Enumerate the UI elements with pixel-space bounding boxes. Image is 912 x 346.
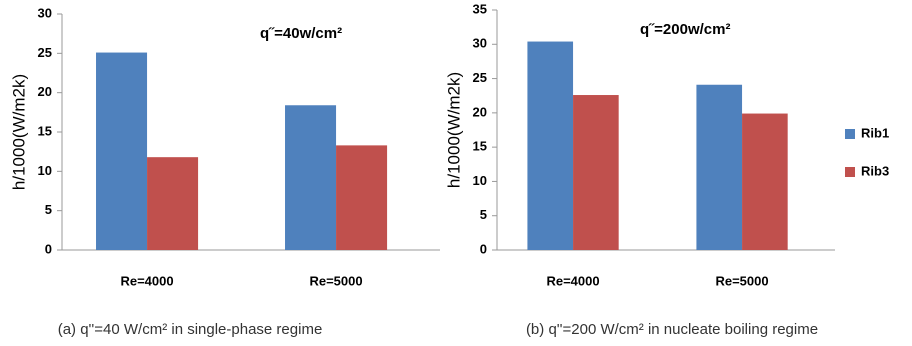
caption: (b) q''=200 W/cm² in nucleate boiling re… — [526, 321, 818, 338]
x-tick-label: Re=4000 — [546, 273, 599, 288]
y-axis-label: h/1000(W/m2k) — [444, 72, 463, 188]
y-tick-label: 0 — [45, 241, 52, 256]
bar — [336, 145, 388, 250]
x-tick-label: Re=5000 — [715, 273, 768, 288]
y-tick-label: 30 — [473, 36, 487, 51]
annotation: q˝=40w/cm² — [260, 25, 342, 42]
y-tick-label: 15 — [38, 123, 52, 138]
bar — [147, 157, 199, 250]
caption: (a) q''=40 W/cm² in single-phase regime — [58, 321, 323, 338]
legend-label: Rib3 — [861, 163, 889, 178]
y-tick-label: 25 — [473, 70, 487, 85]
legend-swatch — [845, 129, 855, 139]
legend-label: Rib1 — [861, 125, 889, 140]
y-tick-label: 25 — [38, 45, 52, 60]
y-tick-label: 10 — [473, 173, 487, 188]
y-tick-label: 5 — [45, 202, 52, 217]
y-tick-label: 15 — [473, 139, 487, 154]
y-tick-label: 30 — [38, 5, 52, 20]
bar — [696, 84, 743, 250]
bar — [527, 41, 574, 250]
annotation: q˝=200w/cm² — [640, 21, 730, 38]
legend-swatch — [845, 167, 855, 177]
bar — [96, 52, 148, 251]
y-tick-label: 0 — [480, 241, 487, 256]
x-tick-label: Re=5000 — [309, 273, 362, 288]
bar — [285, 105, 337, 251]
bar — [573, 95, 619, 251]
y-tick-label: 35 — [473, 1, 487, 16]
x-tick-label: Re=4000 — [120, 273, 173, 288]
y-tick-label: 20 — [38, 84, 52, 99]
y-axis-label: h/1000(W/m2k) — [9, 74, 28, 190]
y-tick-label: 20 — [473, 104, 487, 119]
bar — [742, 113, 788, 251]
y-tick-label: 10 — [38, 163, 52, 178]
y-tick-label: 5 — [480, 207, 487, 222]
